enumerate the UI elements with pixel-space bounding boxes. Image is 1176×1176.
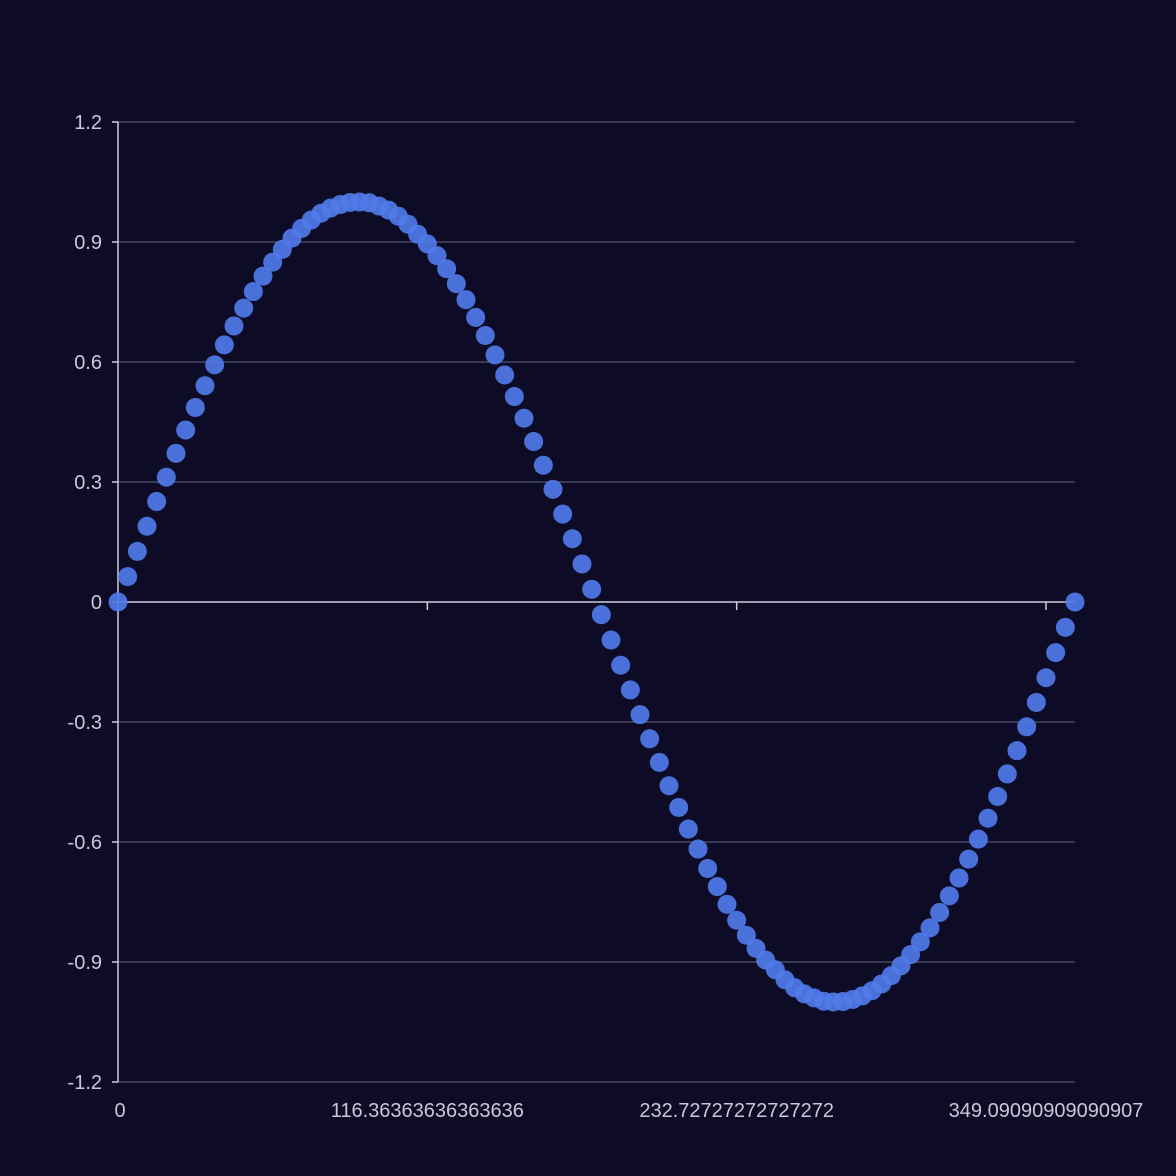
data-point — [659, 776, 679, 796]
y-tick-label: 0.9 — [74, 232, 102, 254]
data-point — [1046, 643, 1066, 663]
data-point — [514, 408, 534, 428]
data-point — [495, 365, 515, 385]
data-point — [717, 894, 737, 914]
data-point — [591, 605, 611, 625]
data-point — [582, 579, 602, 599]
data-points — [108, 192, 1085, 1012]
y-tick-label: -0.6 — [68, 832, 102, 854]
data-point — [243, 282, 263, 302]
data-point — [456, 290, 476, 310]
y-tick-label: -0.3 — [68, 712, 102, 734]
data-point — [234, 298, 254, 318]
data-point — [185, 398, 205, 418]
data-point — [678, 819, 698, 839]
data-point — [688, 839, 708, 859]
data-point — [253, 266, 273, 286]
data-point — [127, 541, 147, 561]
data-point — [939, 886, 959, 906]
data-point — [553, 504, 573, 524]
data-point — [1017, 717, 1037, 737]
data-point — [147, 492, 167, 512]
data-point — [572, 554, 592, 574]
data-point — [137, 516, 157, 536]
data-point — [543, 479, 563, 499]
data-point — [920, 918, 940, 938]
data-point — [959, 849, 979, 869]
data-point — [630, 705, 650, 725]
x-tick-label: 349.09090909090907 — [949, 1100, 1144, 1122]
x-tick-label: 116.36363636363636 — [331, 1100, 524, 1122]
data-point — [949, 868, 969, 888]
data-point — [640, 729, 660, 749]
data-point — [1036, 668, 1056, 688]
data-point — [446, 274, 466, 294]
y-tick-label: 1.2 — [74, 112, 102, 134]
data-point — [176, 420, 196, 440]
data-point — [988, 786, 1008, 806]
data-point — [524, 432, 544, 452]
data-point — [562, 529, 582, 549]
y-tick-label: 0 — [91, 592, 102, 614]
data-point — [707, 877, 727, 897]
data-point — [968, 829, 988, 849]
data-point — [1007, 741, 1027, 761]
data-point — [224, 316, 244, 336]
data-point — [214, 335, 234, 355]
data-point — [601, 630, 621, 650]
data-point — [437, 259, 457, 279]
data-point — [504, 387, 524, 407]
data-point — [1055, 617, 1075, 637]
data-point — [205, 355, 225, 375]
data-point — [698, 859, 718, 879]
data-point — [427, 246, 447, 266]
data-point — [611, 655, 631, 675]
data-point — [1065, 592, 1085, 612]
data-point — [466, 307, 486, 327]
x-tick-label: 0 — [114, 1100, 125, 1122]
data-point — [475, 325, 495, 345]
data-point — [736, 925, 756, 945]
y-tick-label: 0.6 — [74, 352, 102, 374]
data-point — [533, 455, 553, 475]
x-tick-label: 232.72727272727272 — [639, 1100, 834, 1122]
data-point — [485, 345, 505, 365]
data-point — [978, 808, 998, 828]
y-tick-label: 0.3 — [74, 472, 102, 494]
data-point — [649, 752, 669, 772]
data-point — [156, 467, 176, 487]
y-tick-label: -0.9 — [68, 952, 102, 974]
data-point — [930, 902, 950, 922]
data-point — [195, 376, 215, 396]
data-point — [620, 680, 640, 700]
tick-labels: 1.2 0.9 0.6 0.3 0 -0.3 -0.6 -0.9 -1.2 0 116.363636… — [68, 112, 1144, 1122]
y-tick-label: -1.2 — [68, 1072, 102, 1094]
data-point — [727, 910, 747, 930]
data-point — [166, 443, 186, 463]
data-point — [910, 932, 930, 952]
data-point — [997, 764, 1017, 784]
data-point — [108, 592, 128, 612]
data-point — [118, 567, 138, 587]
data-point — [669, 797, 689, 817]
data-point — [1026, 692, 1046, 712]
